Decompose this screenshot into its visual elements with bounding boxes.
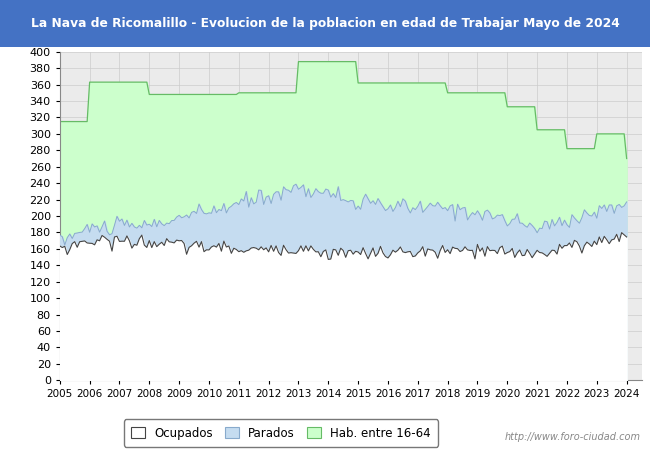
Text: http://www.foro-ciudad.com: http://www.foro-ciudad.com: [504, 432, 640, 442]
Text: La Nava de Ricomalillo - Evolucion de la poblacion en edad de Trabajar Mayo de 2: La Nava de Ricomalillo - Evolucion de la…: [31, 17, 619, 30]
Legend: Ocupados, Parados, Hab. entre 16-64: Ocupados, Parados, Hab. entre 16-64: [124, 419, 438, 446]
